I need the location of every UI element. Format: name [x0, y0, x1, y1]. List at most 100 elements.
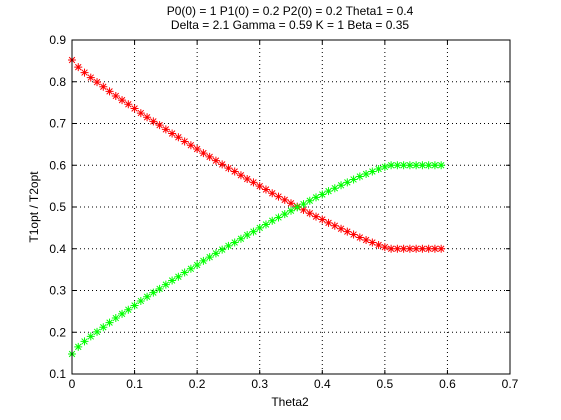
- y-tick-label: 0.6: [49, 158, 66, 172]
- data-point: [124, 100, 133, 109]
- data-point: [412, 161, 421, 170]
- y-tick-label: 0.5: [49, 200, 66, 214]
- series-1: [68, 161, 446, 358]
- data-point: [255, 182, 264, 191]
- data-point: [418, 161, 427, 170]
- data-point: [80, 68, 89, 77]
- data-point: [249, 227, 258, 236]
- data-point: [168, 129, 177, 138]
- data-point: [93, 327, 102, 336]
- data-point: [168, 276, 177, 285]
- x-tick-label: 0.3: [251, 377, 268, 391]
- data-point: [99, 82, 108, 91]
- data-point: [437, 161, 446, 170]
- data-point: [224, 164, 233, 173]
- y-tick-label: 0.7: [49, 117, 66, 131]
- data-point: [293, 203, 302, 212]
- data-point: [130, 104, 139, 113]
- data-point: [362, 235, 371, 244]
- data-point: [205, 253, 214, 262]
- data-point: [93, 78, 102, 87]
- data-point: [430, 161, 439, 170]
- data-point: [230, 238, 239, 247]
- data-point: [149, 117, 158, 126]
- y-tick-label: 0.3: [49, 284, 66, 298]
- x-tick-label: 0: [69, 377, 76, 391]
- x-tick-label: 0.4: [314, 377, 331, 391]
- data-point: [130, 301, 139, 310]
- data-point: [111, 314, 120, 323]
- data-point: [387, 161, 396, 170]
- data-point: [205, 152, 214, 161]
- y-axis-label: T1opt / T2opt: [27, 171, 41, 243]
- data-point: [136, 296, 145, 305]
- data-point: [118, 309, 127, 318]
- data-point: [330, 184, 339, 193]
- data-point: [349, 230, 358, 239]
- data-point: [243, 175, 252, 184]
- data-point: [387, 244, 396, 253]
- data-point: [143, 292, 152, 301]
- data-point: [393, 244, 402, 253]
- data-point: [161, 125, 170, 134]
- data-point: [99, 323, 108, 332]
- y-tick-label: 0.8: [49, 75, 66, 89]
- data-point: [105, 87, 114, 96]
- data-point: [405, 244, 414, 253]
- data-point: [374, 165, 383, 174]
- data-point: [261, 185, 270, 194]
- x-axis-label: Theta2: [271, 395, 309, 409]
- series-0: [68, 56, 446, 253]
- data-point: [211, 156, 220, 165]
- data-point: [337, 224, 346, 233]
- data-point: [224, 241, 233, 250]
- y-tick-label: 0.4: [49, 242, 66, 256]
- data-point: [193, 144, 202, 153]
- data-point: [318, 215, 327, 224]
- ticks: 0 0.1 0.2 0.3 0.4 0.5 0.6 0.70.10.20.30.40.50.6…: [49, 33, 518, 391]
- series: [68, 56, 446, 358]
- data-point: [418, 244, 427, 253]
- data-point: [437, 244, 446, 253]
- data-point: [161, 280, 170, 289]
- data-point: [136, 109, 145, 118]
- data-point: [324, 187, 333, 196]
- data-point: [186, 141, 195, 150]
- data-point: [299, 205, 308, 214]
- data-point: [355, 172, 364, 181]
- data-point: [218, 245, 227, 254]
- data-point: [186, 264, 195, 273]
- data-point: [155, 284, 164, 293]
- data-point: [355, 233, 364, 242]
- data-point: [86, 332, 95, 341]
- y-tick-label: 0.9: [49, 33, 66, 47]
- data-point: [180, 268, 189, 277]
- data-point: [405, 161, 414, 170]
- y-tick-label: 0.1: [49, 367, 66, 381]
- data-point: [312, 193, 321, 202]
- data-point: [255, 223, 264, 232]
- data-point: [287, 206, 295, 215]
- data-point: [274, 213, 283, 222]
- data-point: [236, 234, 245, 243]
- y-tick-label: 0.2: [49, 325, 66, 339]
- data-point: [218, 160, 227, 169]
- data-point: [86, 73, 95, 82]
- data-point: [105, 318, 114, 327]
- data-point: [180, 137, 189, 146]
- data-point: [268, 216, 277, 225]
- x-tick-label: 0.1: [126, 377, 143, 391]
- data-point: [399, 244, 408, 253]
- data-point: [368, 238, 377, 247]
- data-point: [174, 272, 183, 281]
- data-point: [280, 195, 289, 204]
- data-point: [211, 249, 220, 258]
- data-point: [343, 178, 352, 187]
- data-point: [343, 227, 352, 236]
- data-point: [362, 170, 371, 179]
- data-point: [80, 337, 89, 346]
- data-point: [305, 209, 314, 218]
- data-point: [74, 63, 83, 72]
- data-point: [337, 181, 346, 190]
